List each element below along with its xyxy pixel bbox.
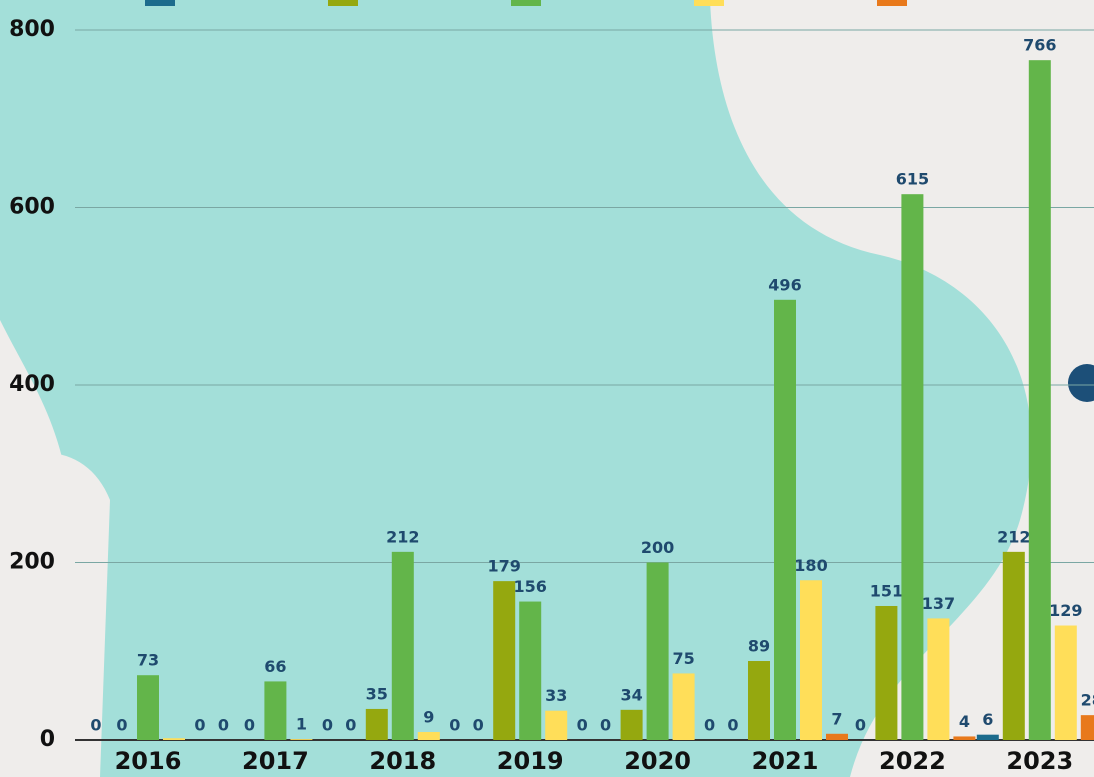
bar <box>875 606 897 740</box>
legend-swatch <box>877 0 907 6</box>
data-label: 7 <box>831 709 842 728</box>
y-tick-label: 0 <box>40 727 55 752</box>
data-label: 1 <box>296 715 307 734</box>
data-label: 0 <box>855 716 866 735</box>
data-label: 33 <box>545 686 567 705</box>
bar <box>1003 552 1025 740</box>
bar <box>647 563 669 741</box>
x-tick-label: 2016 <box>115 747 182 775</box>
data-label: 0 <box>727 716 738 735</box>
x-tick-label: 2017 <box>242 747 309 775</box>
data-label: 0 <box>600 716 611 735</box>
data-label: 151 <box>870 581 903 600</box>
bar <box>493 581 515 740</box>
data-label: 0 <box>704 716 715 735</box>
bar <box>774 300 796 740</box>
legend-swatch <box>511 0 541 6</box>
data-label: 200 <box>641 538 674 557</box>
data-label: 0 <box>345 716 356 735</box>
data-label: 180 <box>794 556 827 575</box>
data-label: 89 <box>748 637 770 656</box>
data-label: 137 <box>922 594 955 613</box>
x-tick-label: 2020 <box>624 747 691 775</box>
bar <box>366 709 388 740</box>
bar <box>1081 715 1094 740</box>
data-label: 212 <box>997 527 1030 546</box>
bar <box>927 618 949 740</box>
data-label: 129 <box>1049 601 1082 620</box>
data-label: 212 <box>386 527 419 546</box>
legend-swatch <box>694 0 724 6</box>
bar <box>519 602 541 740</box>
data-label: 4 <box>959 712 970 731</box>
bar <box>977 735 999 740</box>
data-label: 156 <box>513 577 546 596</box>
bar <box>163 738 185 740</box>
x-tick-label: 2021 <box>752 747 819 775</box>
data-label: 179 <box>487 557 520 576</box>
bar <box>1029 60 1051 740</box>
chart: 0200400600800201600730201700661020180352… <box>0 0 1094 777</box>
data-label: 0 <box>218 716 229 735</box>
data-label: 34 <box>620 685 642 704</box>
data-label: 0 <box>244 716 255 735</box>
data-label: 35 <box>366 684 388 703</box>
data-label: 9 <box>423 708 434 727</box>
bar <box>264 681 286 740</box>
data-label: 73 <box>137 651 159 670</box>
bar <box>748 661 770 740</box>
y-tick-label: 800 <box>9 17 55 42</box>
data-label: 0 <box>473 716 484 735</box>
y-tick-label: 400 <box>9 372 55 397</box>
data-label: 75 <box>672 649 694 668</box>
data-label: 0 <box>194 716 205 735</box>
data-label: 766 <box>1023 36 1056 55</box>
data-label: 0 <box>322 716 333 735</box>
bar <box>826 734 848 740</box>
y-tick-label: 600 <box>9 195 55 220</box>
data-label: 0 <box>116 716 127 735</box>
data-label: 0 <box>90 716 101 735</box>
bar <box>418 732 440 740</box>
bar <box>392 552 414 740</box>
legend-swatch <box>328 0 358 6</box>
bar <box>800 580 822 740</box>
bar <box>621 710 643 740</box>
data-label: 66 <box>264 657 286 676</box>
bar <box>901 194 923 740</box>
bar <box>290 739 312 740</box>
bar <box>673 673 695 740</box>
data-label: 28 <box>1081 691 1094 710</box>
bar <box>545 711 567 740</box>
data-label: 0 <box>577 716 588 735</box>
x-tick-label: 2023 <box>1006 747 1073 775</box>
x-tick-label: 2018 <box>369 747 436 775</box>
data-label: 496 <box>768 275 801 294</box>
y-tick-label: 200 <box>9 550 55 575</box>
legend-swatch <box>145 0 175 6</box>
bar <box>1055 626 1077 740</box>
bar <box>953 736 975 740</box>
data-label: 6 <box>982 710 993 729</box>
x-tick-label: 2019 <box>497 747 564 775</box>
bar <box>137 675 159 740</box>
data-label: 615 <box>896 170 929 189</box>
data-label: 0 <box>449 716 460 735</box>
x-tick-label: 2022 <box>879 747 946 775</box>
